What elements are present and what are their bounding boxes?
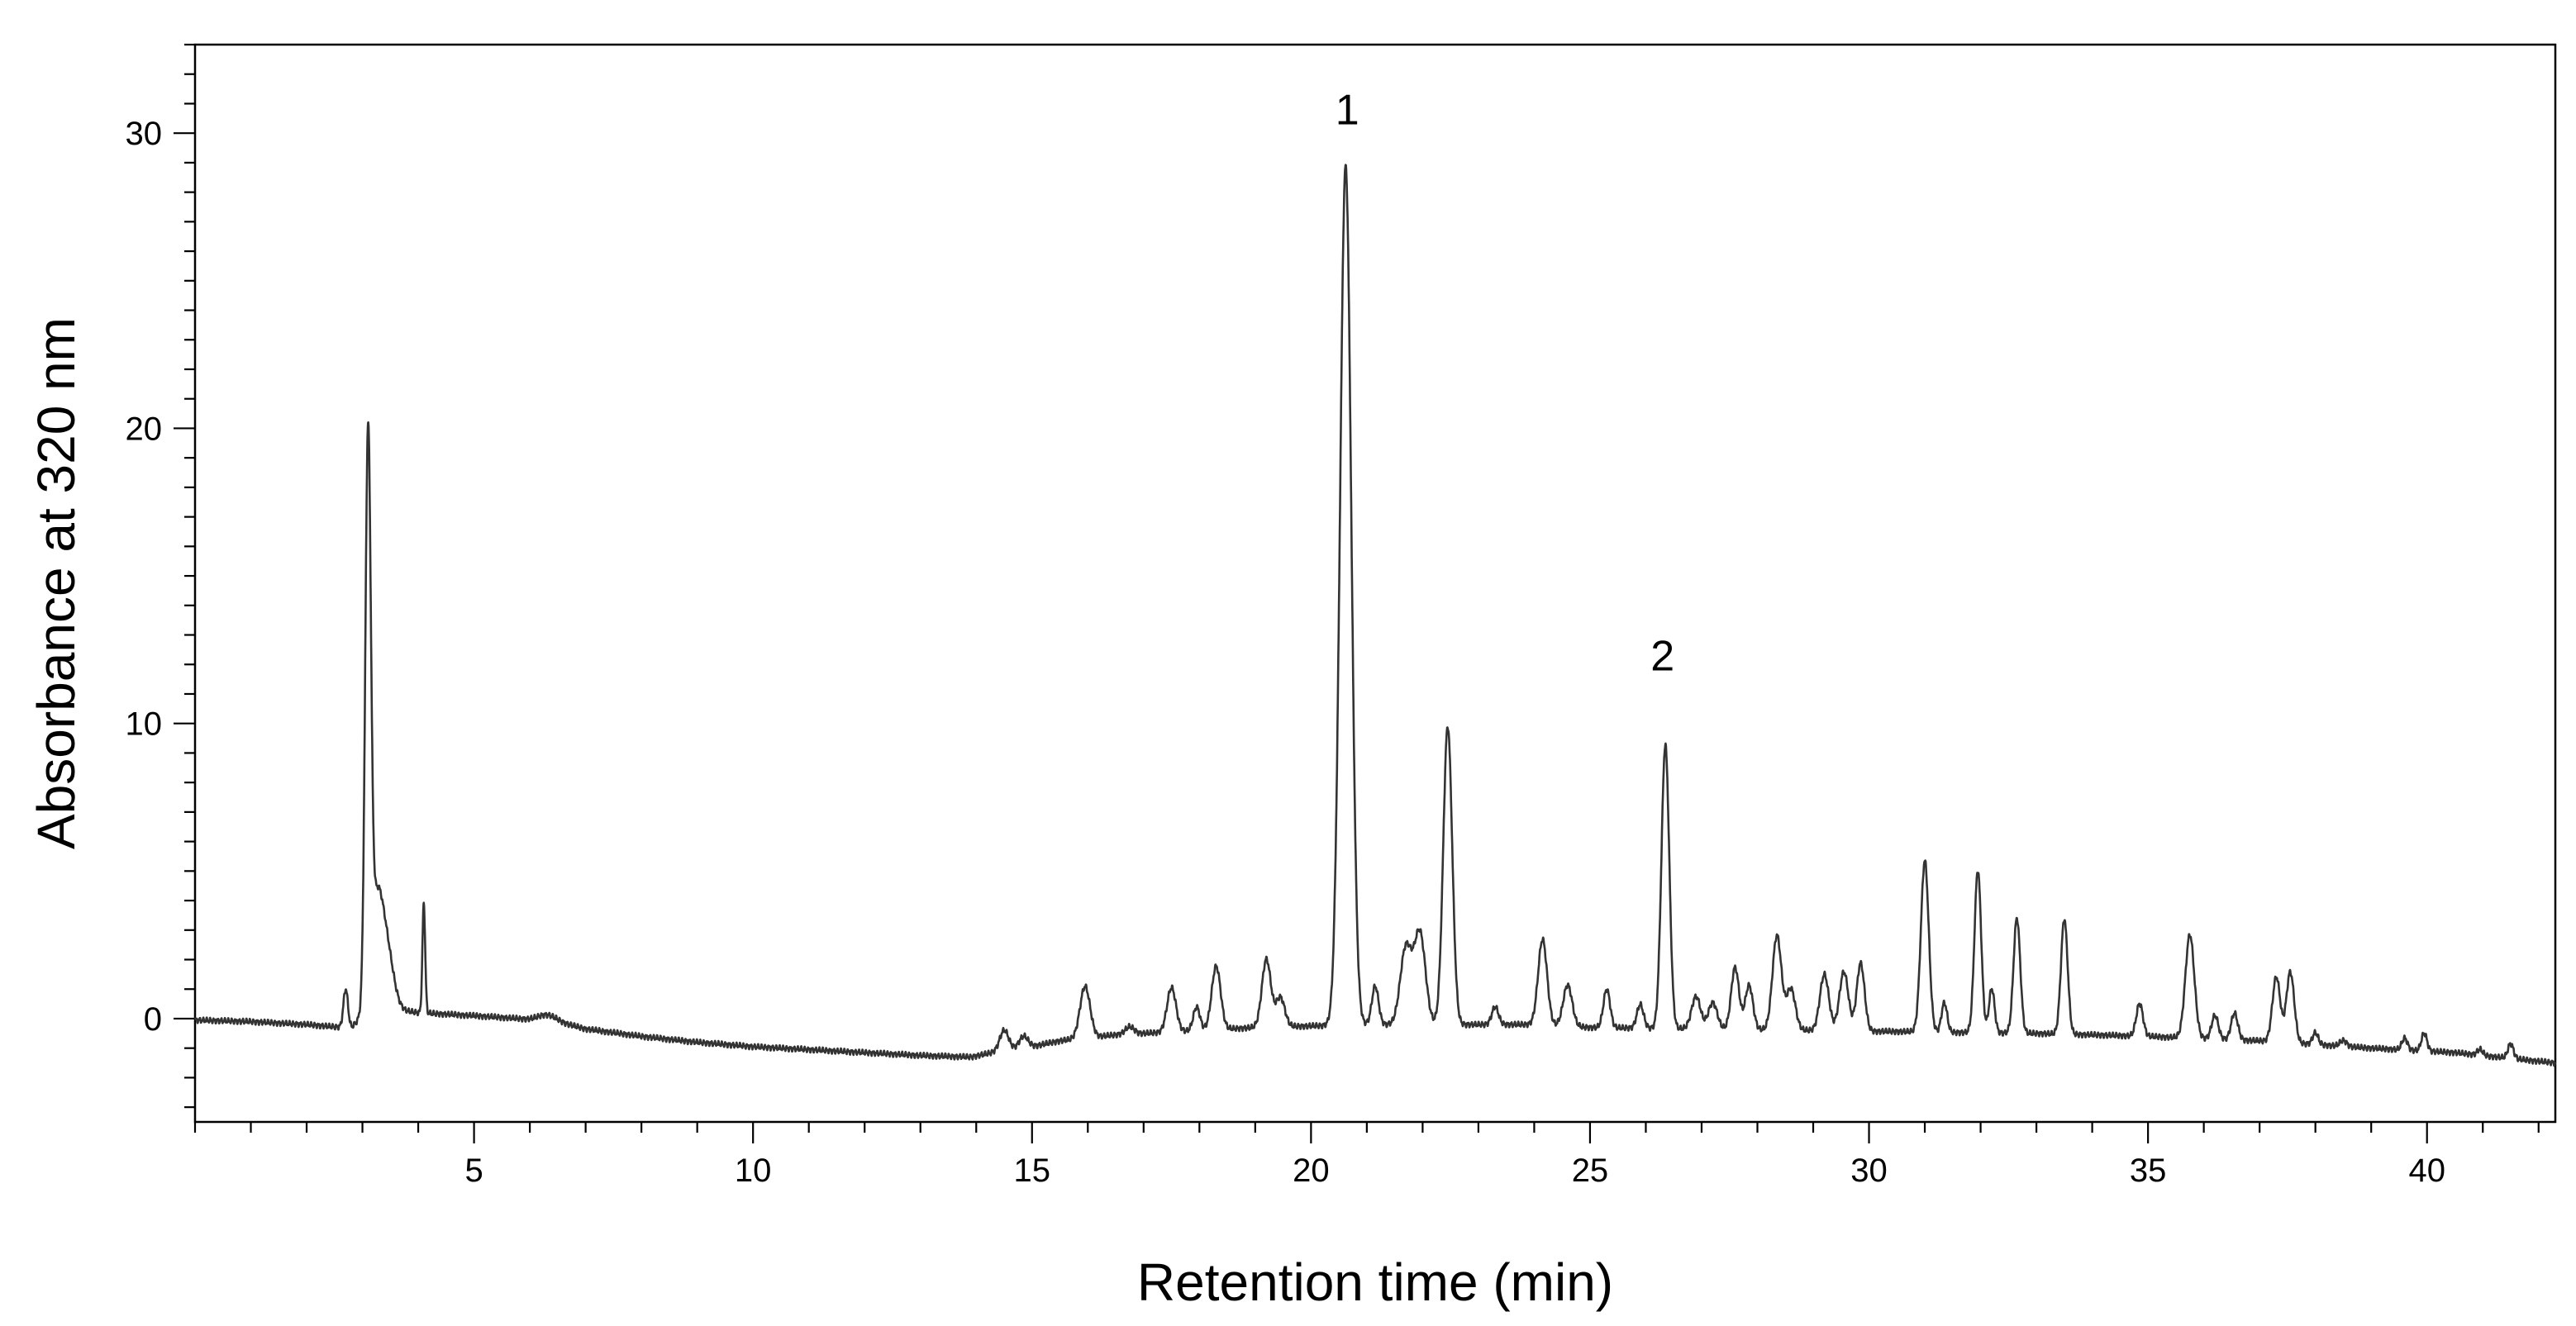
peak-label-1: 1 (1336, 86, 1359, 134)
y-tick-label: 0 (144, 1001, 162, 1038)
trace-group (193, 164, 2556, 1067)
peak-label-2: 2 (1650, 632, 1674, 680)
y-axis-title: Absorbance at 320 nm (26, 317, 86, 849)
x-tick-label: 5 (464, 1153, 483, 1189)
x-tick-label: 30 (1850, 1153, 1888, 1189)
y-tick-label: 20 (126, 411, 163, 447)
y-tick-label: 30 (126, 116, 163, 152)
plot-area (193, 43, 2557, 1124)
x-tick-label: 20 (1293, 1153, 1330, 1189)
plot-frame (193, 43, 2557, 1124)
x-tick-label: 40 (2408, 1153, 2445, 1189)
x-tick-label: 25 (1572, 1153, 1609, 1189)
tick-labels: 5 10 15 20 25 30 35 40 0 10 20 30 (126, 116, 2445, 1189)
x-axis-title: Retention time (min) (1137, 1252, 1613, 1312)
x-tick-label: 15 (1014, 1153, 1051, 1189)
x-tick-label: 35 (2130, 1153, 2167, 1189)
x-tick-label: 10 (735, 1153, 772, 1189)
axis-ticks (174, 43, 2540, 1143)
y-tick-label: 10 (126, 706, 163, 743)
chromatogram-trace (193, 164, 2556, 1067)
peak-annotations: 12 (1336, 86, 1674, 680)
